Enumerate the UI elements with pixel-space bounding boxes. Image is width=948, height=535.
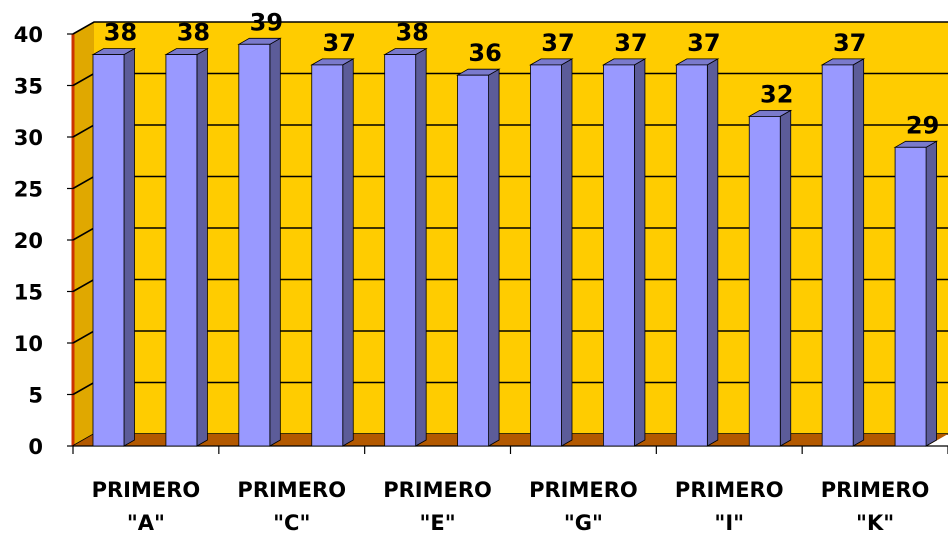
category-label-line1: PRIMERO bbox=[237, 478, 346, 502]
category-label-line1: PRIMERO bbox=[821, 478, 930, 502]
plot-floor bbox=[73, 434, 948, 446]
data-label: 38 bbox=[395, 19, 428, 47]
y-tick-label: 20 bbox=[14, 229, 43, 253]
bar-side bbox=[196, 47, 208, 447]
data-label: 29 bbox=[906, 111, 939, 139]
bar-side bbox=[706, 58, 719, 447]
y-tick-label: 25 bbox=[14, 178, 43, 202]
data-label: 37 bbox=[323, 29, 356, 57]
category-label-line1: PRIMERO bbox=[92, 478, 201, 502]
bar bbox=[530, 64, 562, 447]
gridline bbox=[72, 21, 948, 35]
bar bbox=[311, 64, 344, 447]
y-tick-label: 35 bbox=[14, 75, 43, 99]
bar bbox=[821, 64, 854, 447]
category-label-line1: PRIMERO bbox=[529, 478, 638, 502]
data-label: 37 bbox=[614, 29, 647, 57]
bar-side bbox=[561, 58, 573, 447]
y-tick-label: 30 bbox=[14, 126, 43, 150]
data-label: 37 bbox=[541, 29, 574, 57]
data-label: 38 bbox=[104, 19, 137, 47]
data-label: 38 bbox=[177, 19, 210, 47]
bar-side bbox=[634, 58, 646, 447]
bar-side bbox=[415, 47, 427, 447]
data-label: 39 bbox=[250, 8, 283, 36]
bar-side bbox=[779, 109, 792, 447]
data-label: 36 bbox=[468, 39, 501, 67]
category-label-line1: PRIMERO bbox=[383, 478, 492, 502]
bar bbox=[457, 74, 489, 447]
data-label: 32 bbox=[760, 80, 793, 108]
bar-side bbox=[925, 140, 937, 447]
category-label-line2: "I" bbox=[714, 511, 744, 535]
bar-side bbox=[488, 68, 500, 447]
y-tick-label: 15 bbox=[14, 281, 43, 305]
bar bbox=[92, 54, 125, 447]
data-label: 37 bbox=[687, 29, 720, 57]
category-label-line1: PRIMERO bbox=[675, 478, 784, 502]
bar-side bbox=[342, 58, 354, 447]
bar bbox=[603, 64, 635, 447]
bar bbox=[238, 43, 271, 447]
category-label-line2: "K" bbox=[856, 511, 894, 535]
category-label-line2: "G" bbox=[564, 511, 603, 535]
bar-side bbox=[852, 58, 865, 447]
y-tick-label: 0 bbox=[28, 435, 43, 459]
bar bbox=[748, 116, 781, 447]
category-label-line2: "E" bbox=[419, 511, 455, 535]
bar bbox=[675, 64, 708, 447]
data-label: 37 bbox=[833, 29, 866, 57]
bar-side bbox=[123, 47, 135, 447]
bar bbox=[384, 54, 417, 447]
bar bbox=[894, 146, 927, 447]
bar bbox=[165, 54, 198, 447]
category-label-line2: "A" bbox=[127, 511, 165, 535]
y-tick-label: 10 bbox=[14, 332, 43, 356]
category-label-line2: "C" bbox=[273, 511, 310, 535]
bar-side bbox=[269, 37, 281, 447]
y-tick-label: 5 bbox=[28, 384, 43, 408]
y-tick-label: 40 bbox=[14, 23, 43, 47]
